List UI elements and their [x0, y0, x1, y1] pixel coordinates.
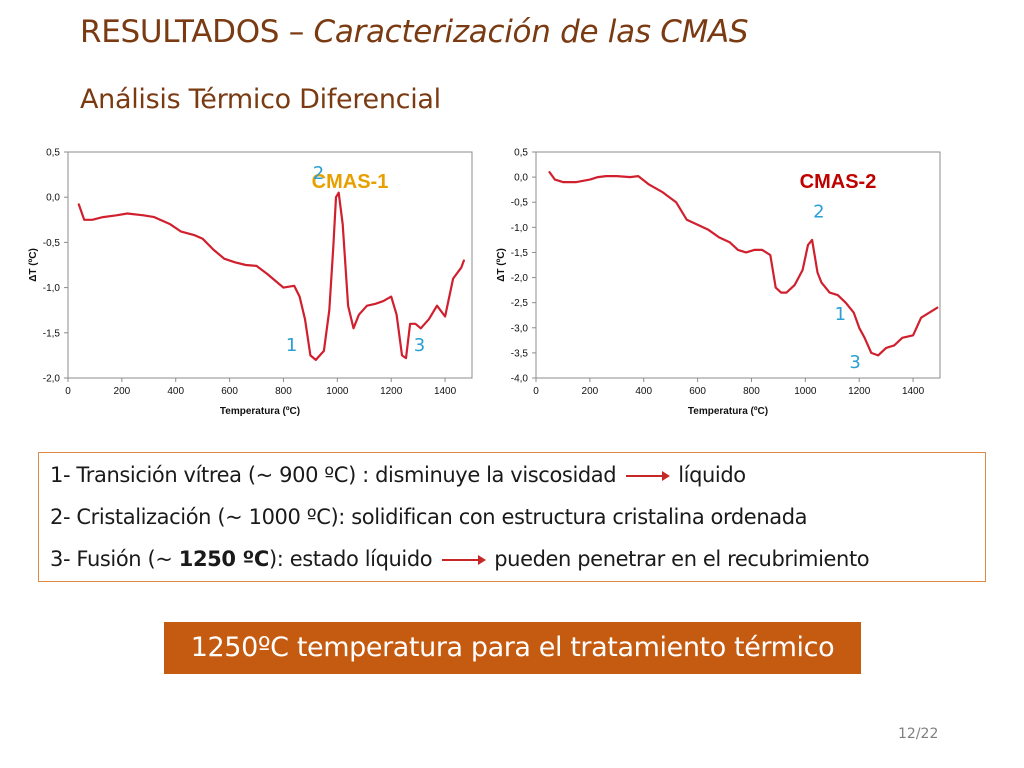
chart2-x-tick-label: 400 [635, 386, 652, 397]
note-line-3-result: pueden penetrar en el recubrimiento [494, 547, 870, 571]
chart2-y-tick-label: -1,5 [511, 248, 529, 259]
dta-chart-cmas2-svg: 0,5 0,0 -0,5 -1,0 -1,5 -2,0 -2,5 -3,0 -3,5 -4,0 0 2… [496, 148, 941, 417]
note-line-2: 2- Cristalización (~ 1000 ºC): solidific… [50, 505, 808, 529]
chart2-x-axis-title: Temperatura (ºC) [688, 406, 768, 417]
dta-chart-cmas1: 0,5 0,0 -0,5 -1,0 -1,5 -2,0 0 200 400 600 800 1000 1… [20, 140, 480, 430]
note-line-3-state: ): estado líquido [268, 547, 433, 571]
chart1-y-axis-title: ΔT (ºC) [28, 248, 39, 282]
dta-chart-cmas1-svg: 0,5 0,0 -0,5 -1,0 -1,5 -2,0 0 200 400 600 800 1000 1… [28, 148, 473, 417]
chart2-x-tick-label: 0 [533, 386, 539, 397]
chart1-dta-curve [77, 191, 465, 361]
chart2-y-tick-label: -2,0 [511, 273, 529, 284]
chart2-x-tick-label: 200 [582, 386, 599, 397]
note-line-3: 3- Fusión (~ 1250 ºC): estado líquido pue… [50, 547, 870, 571]
chart1-x-axis-title: Temperatura (ºC) [220, 406, 300, 417]
note-line-3-temp: 1250 ºC [178, 547, 270, 571]
chart1-y-tick-label: -1,5 [43, 328, 61, 339]
slide-title: RESULTADOS – Caracterización de las CMAS [80, 14, 749, 50]
arrow-icon [626, 471, 671, 481]
chart1-y-tick-label: -1,0 [43, 283, 61, 294]
chart1-x-tick-label: 800 [275, 386, 292, 397]
chart1-y-tick-label: -0,5 [43, 238, 61, 249]
chart2-peak-label: 2 [813, 201, 824, 222]
chart1-y-tick-label: 0,0 [46, 193, 60, 204]
arrow-icon [442, 555, 487, 565]
chart1-x-tick-label: 1000 [326, 386, 349, 397]
notes-box: 1- Transición vítrea (~ 900 ºC) : dismin… [38, 452, 986, 582]
chart1-x-tick-label: 600 [221, 386, 238, 397]
chart2-y-tick-label: -0,5 [511, 198, 529, 209]
note-line-1: 1- Transición vítrea (~ 900 ºC) : dismin… [50, 463, 746, 487]
chart1-x-tick-label: 400 [167, 386, 184, 397]
chart1-y-tick-label: 0,5 [46, 148, 60, 159]
chart2-y-tick-label: -3,5 [511, 348, 529, 359]
slide-title-main: RESULTADOS – [80, 14, 314, 50]
chart2-peak-label: 1 [835, 304, 846, 325]
chart2-y-tick-label: 0,0 [514, 173, 528, 184]
note-line-3-start: 3- Fusión (~ [50, 547, 179, 571]
chart2-plot-frame [535, 151, 941, 379]
page-number: 12/22 [898, 726, 939, 742]
chart1-x-tick-label: 1400 [434, 386, 457, 397]
chart2-x-tick-label: 800 [743, 386, 760, 397]
note-line-1-result: líquido [678, 463, 746, 487]
chart2-y-tick-label: -4,0 [511, 374, 529, 385]
chart1-peak-label: 1 [286, 335, 297, 356]
chart2-peak-label: 3 [849, 352, 860, 373]
heat-treatment-banner: 1250ºC temperatura para el tratamiento t… [164, 622, 861, 674]
chart1-peak-label: 3 [414, 335, 425, 356]
dta-chart-cmas2: 0,5 0,0 -0,5 -1,0 -1,5 -2,0 -2,5 -3,0 -3,5 -4,0 0 2… [488, 140, 948, 430]
chart2-y-axis-title: ΔT (ºC) [496, 248, 507, 282]
chart2-legend-label: CMAS-2 [800, 171, 877, 193]
chart1-x-tick-label: 200 [114, 386, 131, 397]
chart1-y-tick-label: -2,0 [43, 374, 61, 385]
chart1-x-tick-label: 0 [65, 386, 71, 397]
chart2-dta-curve [548, 170, 939, 357]
chart2-y-tick-label: -2,5 [511, 298, 529, 309]
chart1-plot-frame [67, 151, 473, 379]
chart2-y-tick-label: -3,0 [511, 323, 529, 334]
chart1-x-tick-label: 1200 [380, 386, 403, 397]
chart2-x-tick-label: 600 [689, 386, 706, 397]
chart1-legend-label: CMAS-1 [312, 171, 389, 193]
chart2-y-tick-label: 0,5 [514, 148, 528, 159]
slide-subtitle: Análisis Térmico Diferencial [80, 84, 441, 115]
slide-title-italic: Caracterización de las CMAS [313, 14, 749, 50]
chart1-peak-label: 2 [313, 163, 324, 184]
chart2-x-tick-label: 1000 [794, 386, 817, 397]
chart2-x-tick-label: 1200 [848, 386, 871, 397]
chart2-y-tick-label: -1,0 [511, 223, 529, 234]
note-line-1-text: 1- Transición vítrea (~ 900 ºC) : dismin… [50, 463, 617, 487]
chart2-x-tick-label: 1400 [902, 386, 925, 397]
